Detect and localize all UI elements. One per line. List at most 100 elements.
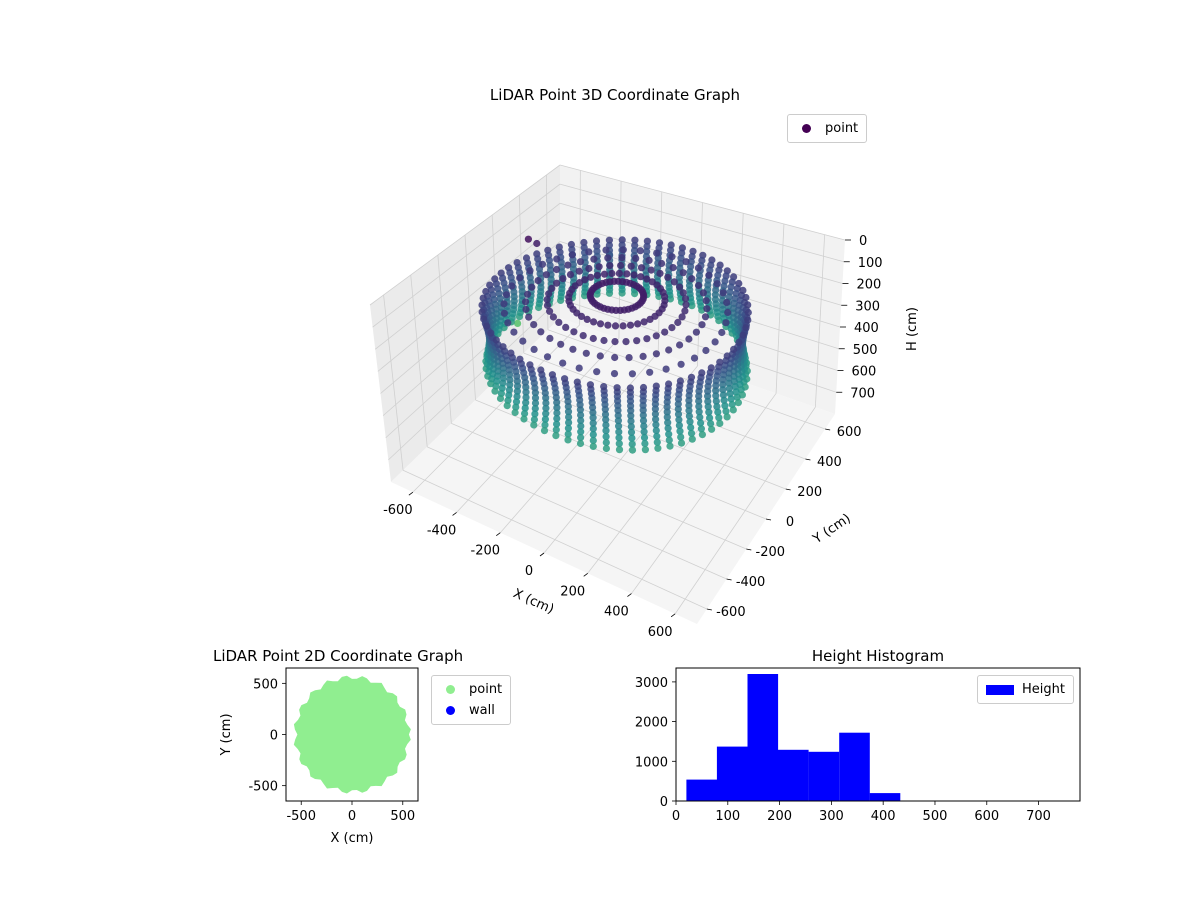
point-3d [725, 384, 734, 392]
point-3d [592, 237, 601, 245]
point-3d [698, 321, 706, 329]
point-3d [553, 404, 561, 412]
point-3d [651, 410, 660, 418]
grid-line-z [369, 164, 561, 306]
point-3d [706, 414, 714, 422]
point-3d [696, 413, 704, 421]
point-3d [589, 442, 597, 450]
point-3d [487, 329, 495, 337]
point-3d [665, 436, 673, 444]
z-tick-label: 200 [857, 278, 882, 293]
plot-frame-histogram [675, 667, 1081, 802]
point-3d [589, 419, 597, 427]
histogram-title: Height Histogram [811, 647, 945, 665]
point-3d [652, 350, 661, 358]
point-3d [643, 335, 651, 343]
point-3d [652, 332, 660, 340]
point-3d [524, 235, 533, 243]
point-3d [654, 444, 662, 452]
point-3d [676, 427, 684, 435]
point-3d [668, 253, 676, 261]
point-3d [620, 306, 629, 314]
point-3d [552, 265, 561, 274]
point-3d [739, 331, 747, 339]
point-3d [526, 267, 534, 275]
point-3d [722, 407, 730, 415]
chart3d-points [478, 235, 752, 454]
grid-line-y [402, 469, 708, 610]
point-3d [675, 273, 684, 282]
point-3d [677, 439, 686, 447]
point-3d [521, 404, 529, 412]
point-3d [679, 289, 687, 297]
x-tick-label-2d: 500 [390, 809, 415, 824]
point-3d [639, 417, 648, 425]
point-3d [685, 412, 694, 420]
point-3d [695, 402, 703, 410]
pane-left [370, 165, 560, 482]
legend-item-wall-2d: wall [440, 700, 502, 721]
legend-label-point-3d: point [825, 121, 859, 136]
x-tick-mark [583, 572, 588, 577]
point-3d [723, 413, 731, 421]
point-3d [615, 440, 623, 448]
point-3d [580, 238, 588, 247]
point-3d [557, 340, 565, 348]
point-3d [505, 391, 513, 399]
point-series-2d [293, 675, 411, 794]
point-3d [492, 336, 500, 344]
point-3d [546, 334, 554, 342]
histogram-bar [778, 749, 809, 801]
point-3d [569, 345, 577, 353]
point-3d [697, 419, 705, 427]
point-3d [712, 397, 720, 405]
x-tick-label-histogram: 100 [715, 809, 740, 824]
point-3d [668, 324, 676, 332]
point-3d [546, 307, 554, 315]
point-3d [521, 409, 529, 418]
point-3d [728, 400, 736, 409]
point-3d [564, 408, 573, 416]
point-3d [688, 275, 696, 283]
y-tick-label-2d: 0 [270, 729, 278, 744]
z-tick-label: 300 [855, 299, 880, 314]
point-3d [707, 420, 715, 428]
point-3d [531, 410, 539, 418]
point-3d [702, 297, 710, 305]
point-3d [637, 264, 646, 272]
point-3d [626, 321, 635, 329]
point-3d [721, 402, 729, 410]
grid-line-z [375, 202, 561, 350]
legend-item-height: Height [986, 679, 1065, 700]
point-3d [533, 239, 541, 248]
point-3d [552, 426, 560, 434]
y-tick-mark [746, 548, 752, 551]
point-3d [590, 318, 598, 326]
point-3d [530, 421, 538, 429]
point-3d [602, 416, 610, 424]
point-3d [640, 422, 648, 430]
point-3d [723, 352, 731, 360]
point-3d [714, 408, 722, 416]
point-3d [504, 319, 512, 327]
x-tick-mark [670, 613, 676, 618]
point-3d [719, 386, 727, 394]
grid-line-z [559, 202, 843, 284]
point-3d [641, 446, 650, 454]
point-3d [669, 264, 677, 272]
point-3d [627, 423, 635, 431]
point-3d [552, 432, 560, 440]
point-3d [640, 318, 648, 326]
point-3d [695, 397, 703, 405]
x-tick-label-histogram: 500 [923, 809, 948, 824]
point-3d [522, 388, 530, 396]
point-3d [589, 436, 597, 445]
x-tick-label: 600 [648, 625, 673, 640]
point-3d [543, 296, 551, 304]
point-3d [670, 278, 679, 286]
point-3d [510, 293, 518, 301]
point-3d [506, 376, 514, 384]
point-3d [602, 433, 610, 441]
point-3d [553, 279, 561, 287]
point-3d [725, 379, 733, 387]
